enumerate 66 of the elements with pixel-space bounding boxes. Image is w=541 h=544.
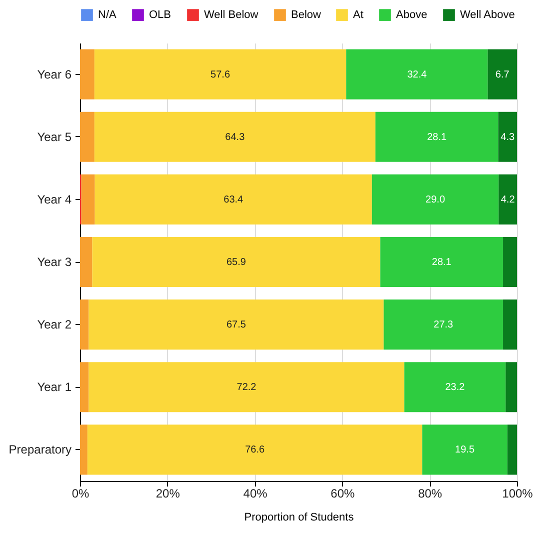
bar — [80, 236, 92, 288]
bar — [375, 112, 498, 162]
data-label: 27.3 — [434, 320, 454, 331]
data-label: 72.2 — [236, 382, 257, 394]
bar — [346, 49, 488, 100]
x-tick-label: 80% — [418, 486, 442, 500]
bar — [506, 362, 517, 412]
y-tick-label: Year 3 — [37, 255, 72, 269]
data-label: 19.5 — [455, 444, 475, 456]
data-label: 76.6 — [245, 444, 265, 456]
data-label: 63.4 — [224, 194, 244, 206]
bar — [498, 174, 517, 224]
bar — [80, 424, 88, 475]
bar — [503, 236, 517, 288]
legend-label: Below — [291, 9, 322, 22]
y-tick-label: Preparatory — [8, 442, 72, 457]
data-label: 23.2 — [445, 382, 466, 394]
x-tick-label: 60% — [330, 486, 356, 500]
data-label: 29.0 — [426, 194, 446, 206]
bar — [507, 424, 517, 475]
bar — [488, 49, 517, 100]
data-label: 4.3 — [500, 132, 515, 143]
data-label: 6.7 — [495, 69, 510, 80]
legend-label: N/A — [98, 9, 117, 22]
x-tick-label: 20% — [156, 486, 180, 500]
data-label: 65.9 — [226, 257, 246, 268]
bar — [380, 236, 504, 288]
bar — [81, 174, 95, 224]
bar — [384, 300, 504, 350]
legend-label: OLB — [149, 9, 172, 22]
bar — [94, 174, 372, 224]
x-axis-title: Proportion of Students — [244, 512, 354, 524]
data-label: 28.1 — [432, 257, 452, 268]
legend-label: At — [353, 9, 364, 22]
bar — [94, 49, 346, 100]
data-label: 4.2 — [500, 194, 516, 206]
x-tick-label: 0% — [72, 486, 90, 500]
x-tick-label: 40% — [243, 486, 268, 500]
data-label: 64.3 — [225, 132, 246, 143]
legend-label: Well Below — [204, 9, 258, 22]
bar — [88, 300, 384, 350]
bar — [92, 236, 380, 288]
data-label: 57.6 — [210, 69, 230, 80]
y-tick-label: Year 4 — [37, 192, 72, 206]
bar — [80, 49, 94, 100]
legend-label: Above — [396, 9, 428, 22]
bar — [88, 362, 404, 412]
y-tick-label: Year 2 — [37, 318, 72, 332]
data-label: 28.1 — [427, 132, 447, 143]
bar — [503, 300, 517, 350]
bar — [87, 424, 422, 475]
y-tick-label: Year 1 — [37, 380, 72, 394]
bar — [94, 112, 376, 162]
data-label: 32.4 — [407, 69, 428, 80]
y-tick-label: Year 5 — [37, 130, 72, 144]
bar — [80, 300, 89, 350]
legend-label: Well Above — [460, 9, 515, 22]
bar — [80, 362, 89, 412]
data-label: 67.5 — [226, 320, 246, 331]
bar — [404, 362, 506, 412]
bar — [422, 424, 508, 475]
bar — [372, 174, 499, 224]
bar — [80, 112, 94, 162]
bar — [498, 112, 517, 162]
y-tick-label: Year 6 — [37, 67, 72, 82]
x-tick-label: 100% — [502, 486, 534, 500]
